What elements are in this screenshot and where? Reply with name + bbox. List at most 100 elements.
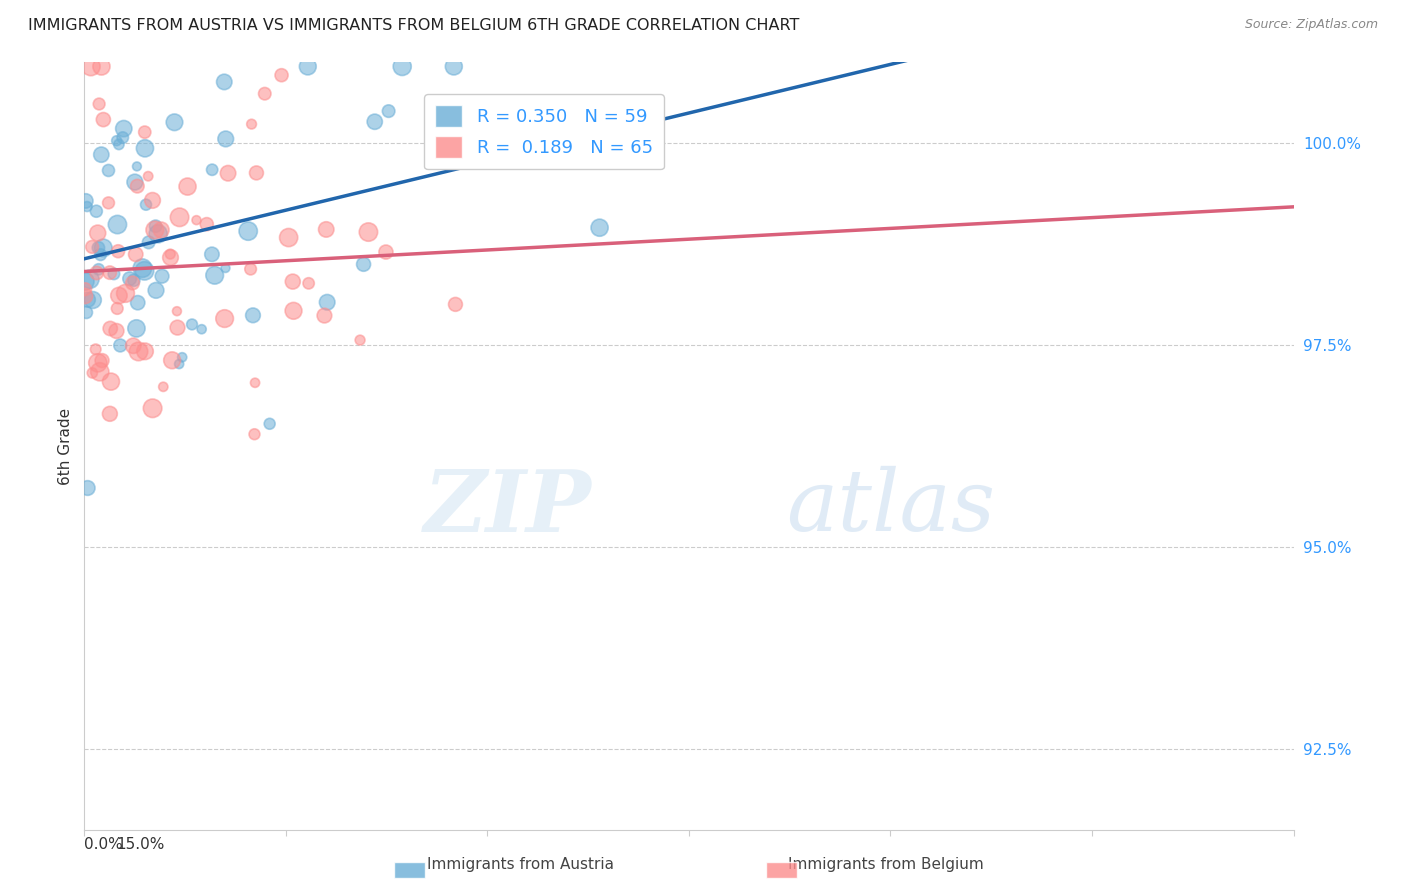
Point — [314, 309, 336, 323]
Point — [215, 132, 238, 146]
Point — [169, 211, 191, 225]
Point — [124, 175, 146, 189]
Text: 15.0%: 15.0% — [117, 838, 165, 852]
Point — [89, 365, 111, 379]
Point — [75, 194, 97, 208]
Point — [125, 160, 148, 174]
Point — [195, 217, 218, 231]
Point — [91, 353, 114, 368]
Point — [277, 230, 299, 244]
Point — [108, 137, 131, 152]
Point — [176, 179, 198, 194]
Point — [172, 351, 194, 365]
Point — [315, 222, 337, 236]
Point — [108, 288, 131, 302]
Point — [90, 147, 112, 161]
Point — [166, 304, 188, 318]
Point — [181, 318, 204, 332]
Point — [159, 251, 181, 265]
Point — [242, 308, 264, 322]
Point — [160, 353, 183, 368]
Point — [283, 303, 305, 318]
Point — [201, 247, 224, 261]
Point — [444, 297, 467, 311]
Point — [364, 114, 387, 128]
Point — [245, 166, 267, 180]
Point — [100, 375, 122, 389]
Point — [105, 301, 128, 316]
Point — [239, 262, 262, 277]
Text: Immigrants from Belgium: Immigrants from Belgium — [787, 857, 984, 872]
Point — [297, 60, 319, 74]
Point — [122, 273, 145, 287]
Point — [110, 338, 132, 352]
Point — [111, 130, 134, 145]
Point — [107, 244, 129, 259]
Point — [125, 247, 148, 261]
Point — [143, 223, 166, 237]
Point — [114, 286, 136, 301]
Point — [141, 194, 163, 208]
Point — [238, 224, 260, 238]
Point — [163, 115, 186, 129]
Point — [167, 357, 190, 371]
Text: IMMIGRANTS FROM AUSTRIA VS IMMIGRANTS FROM BELGIUM 6TH GRADE CORRELATION CHART: IMMIGRANTS FROM AUSTRIA VS IMMIGRANTS FR… — [28, 18, 800, 33]
Point — [98, 266, 121, 280]
Point — [90, 247, 112, 261]
Point — [122, 339, 145, 353]
Point — [82, 366, 104, 380]
Point — [146, 227, 169, 241]
Point — [204, 268, 226, 283]
Point — [121, 276, 143, 290]
Point — [374, 245, 396, 260]
Point — [353, 257, 375, 271]
Point — [145, 219, 167, 234]
Point — [75, 305, 97, 319]
Point — [86, 266, 108, 280]
Point — [253, 87, 276, 101]
Point — [76, 293, 98, 307]
Point — [217, 166, 239, 180]
Point — [79, 272, 101, 286]
Text: atlas: atlas — [786, 466, 995, 549]
Point — [84, 343, 107, 357]
Point — [86, 204, 108, 219]
Point — [87, 262, 110, 277]
Point — [316, 295, 339, 310]
Point — [76, 481, 98, 495]
Point — [127, 179, 149, 194]
Point — [97, 163, 120, 178]
Point — [150, 269, 173, 284]
Point — [105, 324, 128, 338]
Point — [243, 427, 266, 442]
Y-axis label: 6th Grade: 6th Grade — [58, 408, 73, 484]
Point — [270, 68, 292, 82]
Point — [127, 295, 149, 310]
Point — [134, 344, 156, 359]
Point — [112, 121, 135, 136]
Point — [443, 60, 465, 74]
Point — [134, 141, 156, 155]
Point — [125, 321, 148, 335]
Point — [240, 117, 263, 131]
Point — [128, 344, 150, 359]
Point — [150, 223, 173, 237]
Point — [75, 275, 97, 289]
Point — [87, 241, 110, 255]
Point — [142, 401, 165, 416]
Point — [87, 226, 110, 240]
Point — [190, 322, 212, 336]
Point — [93, 112, 115, 127]
Point — [98, 321, 121, 335]
Point — [103, 267, 125, 281]
Point — [135, 197, 157, 211]
Text: Immigrants from Austria: Immigrants from Austria — [426, 857, 614, 872]
Point — [214, 75, 236, 89]
Point — [118, 271, 141, 285]
Point — [87, 356, 110, 370]
Point — [82, 293, 104, 307]
Point — [391, 60, 413, 74]
Point — [259, 417, 281, 431]
Point — [134, 125, 156, 139]
Point — [201, 162, 224, 177]
